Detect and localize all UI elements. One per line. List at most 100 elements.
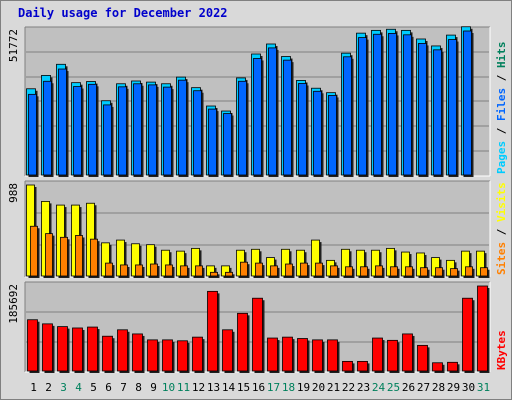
bar-sites-day-14 (225, 271, 233, 277)
bar-sites-day-25 (390, 266, 398, 277)
bar-kbytes-day-26 (402, 333, 413, 372)
side-legend-part: Sites (495, 242, 508, 275)
bar-files-day-2 (43, 80, 52, 176)
bar-kbytes-day-16 (252, 297, 263, 372)
bar-files-day-4 (73, 86, 82, 176)
side-legend-part: Files (495, 88, 508, 121)
day-label: 12 (192, 381, 205, 394)
day-labels: 1 2 3 4 5 6 7 8 9 10 11 12 13 14 15 16 17 18 19 20 21 22 23 24 2… (30, 381, 490, 394)
day-label: 30 (462, 381, 475, 394)
day-label: 28 (432, 381, 445, 394)
bar-kbytes-day-7 (117, 329, 128, 372)
bar-files-day-7 (118, 86, 127, 176)
bar-kbytes-day-2 (42, 323, 53, 372)
day-label: 6 (105, 381, 112, 394)
bar-sites-day-7 (120, 264, 128, 277)
bar-kbytes-day-22 (342, 360, 353, 372)
bar-sites-day-12 (195, 265, 203, 277)
bar-kbytes-day-10 (162, 339, 173, 372)
side-legend: Sites / Visits (495, 182, 508, 275)
bar-files-day-22 (343, 56, 352, 176)
bar-kbytes-day-23 (357, 360, 368, 372)
bar-kbytes-day-1 (27, 319, 38, 372)
bar-kbytes-day-20 (312, 339, 323, 372)
side-legend-part: / (495, 121, 508, 141)
day-label: 17 (267, 381, 280, 394)
bar-files-day-18 (283, 59, 292, 176)
bar-sites-day-22 (345, 266, 353, 277)
day-label: 18 (282, 381, 295, 394)
bar-sites-day-3 (60, 236, 68, 277)
day-label: 5 (90, 381, 97, 394)
bar-files-day-26 (403, 34, 412, 176)
side-legend-part: Visits (495, 182, 508, 222)
side-legend: KBytes (495, 330, 508, 370)
bar-sites-day-11 (180, 265, 188, 277)
day-label: 4 (75, 381, 82, 394)
bar-sites-day-15 (240, 261, 248, 277)
bar-sites-day-13 (210, 271, 218, 277)
day-label: 16 (252, 381, 265, 394)
day-label: 2 (45, 381, 52, 394)
side-legend: Pages / Files / Hits (495, 42, 508, 175)
day-label: 11 (177, 381, 190, 394)
bar-sites-day-28 (435, 267, 443, 277)
bar-sites-day-21 (330, 265, 338, 277)
bar-files-day-16 (253, 58, 262, 176)
day-label: 22 (342, 381, 355, 394)
bar-sites-day-24 (375, 265, 383, 277)
day-label: 21 (327, 381, 340, 394)
day-label: 25 (387, 381, 400, 394)
bar-files-day-24 (373, 33, 382, 176)
day-label: 14 (222, 381, 236, 394)
day-label: 10 (162, 381, 175, 394)
bar-sites-day-20 (315, 262, 323, 277)
day-label: 29 (447, 381, 460, 394)
bar-files-day-1 (28, 93, 37, 176)
bar-kbytes-day-31 (477, 285, 488, 372)
day-label: 3 (60, 381, 67, 394)
bar-sites-day-9 (150, 263, 158, 277)
bar-files-day-25 (388, 33, 397, 176)
bar-kbytes-day-9 (147, 339, 158, 372)
day-label: 1 (30, 381, 37, 394)
bar-sites-day-29 (450, 268, 458, 277)
day-label: 19 (297, 381, 310, 394)
bar-sites-day-19 (300, 262, 308, 277)
bar-kbytes-day-18 (282, 336, 293, 372)
side-legend-part: Hits (495, 42, 508, 69)
y-max-label: 51772 (7, 29, 20, 62)
bar-kbytes-day-21 (327, 339, 338, 372)
bar-kbytes-day-30 (462, 297, 473, 372)
chart-panels: 51772 Pages / Files / Hits 988 Sites / Visi… (7, 26, 508, 373)
bar-sites-day-10 (165, 264, 173, 277)
bar-kbytes-day-12 (192, 336, 203, 372)
bar-sites-day-27 (420, 267, 428, 277)
panel-visits_sites: 988 Sites / Visits (7, 180, 508, 278)
y-max-label: 185692 (7, 284, 20, 324)
side-legend-part: / (495, 222, 508, 242)
bar-files-day-19 (298, 83, 307, 176)
bar-kbytes-day-5 (87, 326, 98, 372)
day-label: 9 (150, 381, 157, 394)
bar-kbytes-day-19 (297, 338, 308, 372)
day-label: 15 (237, 381, 250, 394)
bar-files-day-15 (238, 80, 247, 176)
bar-kbytes-day-8 (132, 333, 143, 372)
bar-files-day-20 (313, 90, 322, 176)
bar-sites-day-16 (255, 262, 263, 277)
panel-hits_files: 51772 Pages / Files / Hits (7, 26, 508, 178)
bar-kbytes-day-28 (432, 362, 443, 372)
bar-files-day-9 (148, 84, 157, 176)
bar-sites-day-18 (285, 263, 293, 277)
bar-kbytes-day-29 (447, 361, 458, 372)
bar-sites-day-1 (30, 225, 38, 277)
bar-files-day-17 (268, 47, 277, 176)
bar-kbytes-day-25 (387, 339, 398, 372)
bar-kbytes-day-24 (372, 337, 383, 372)
bar-sites-day-5 (90, 238, 98, 277)
bar-files-day-8 (133, 83, 142, 176)
bar-kbytes-day-4 (72, 327, 83, 372)
y-max-label: 988 (7, 183, 20, 203)
bar-sites-day-26 (405, 266, 413, 277)
